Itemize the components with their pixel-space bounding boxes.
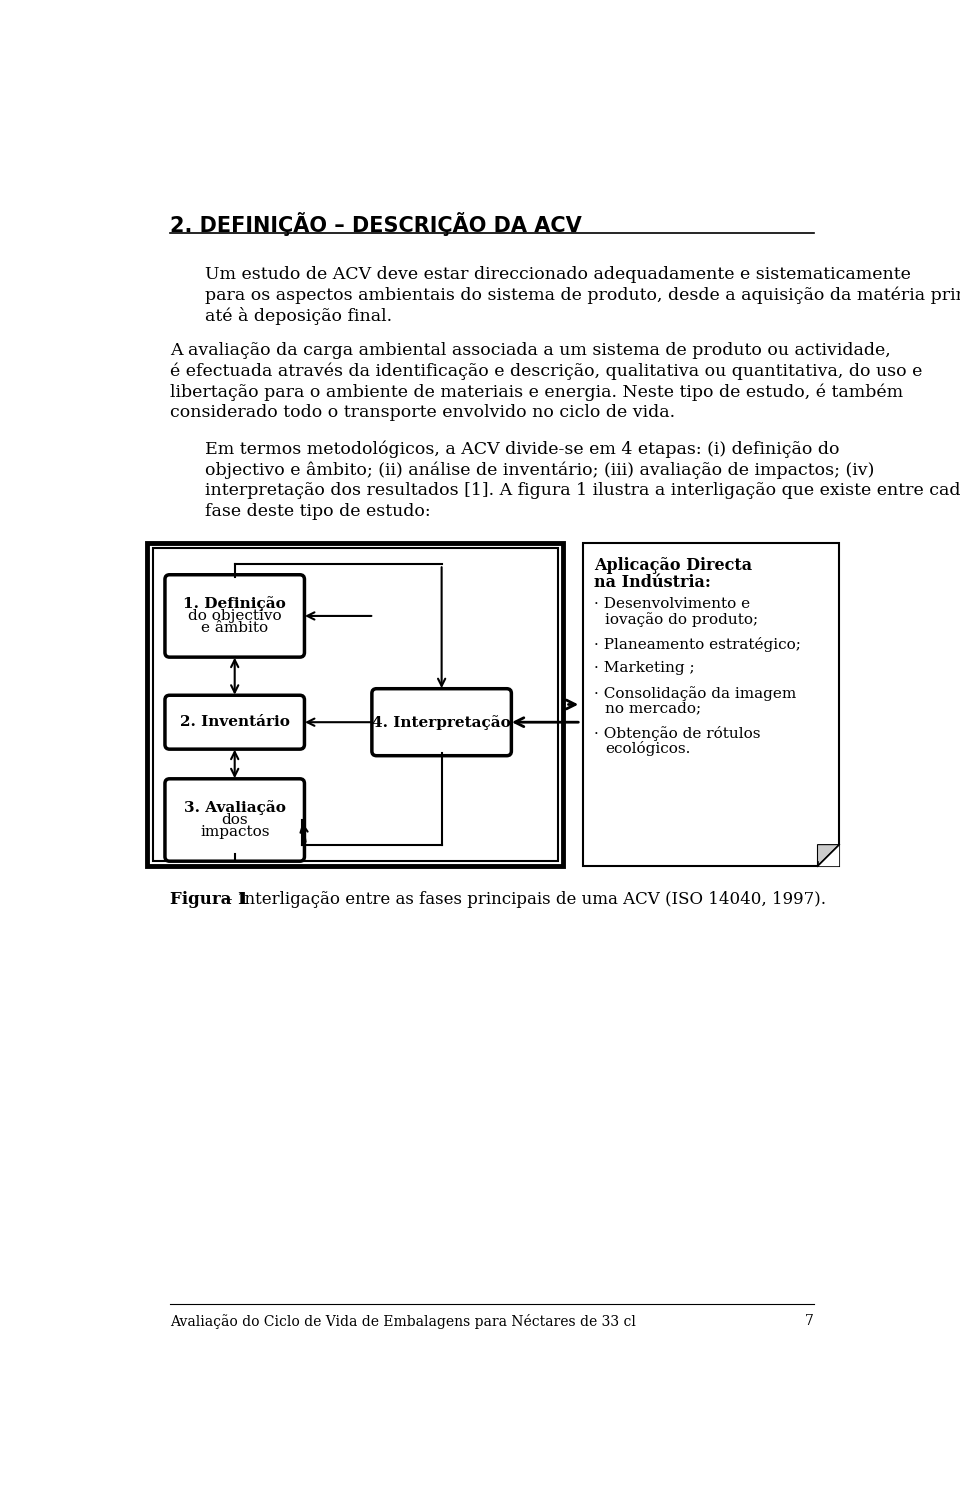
Text: Aplicação Directa: Aplicação Directa: [594, 557, 753, 573]
Text: até à deposição final.: até à deposição final.: [205, 308, 393, 326]
Text: 7: 7: [804, 1315, 814, 1328]
FancyBboxPatch shape: [165, 575, 304, 657]
Text: libertação para o ambiente de materiais e energia. Neste tipo de estudo, é també: libertação para o ambiente de materiais …: [170, 383, 903, 401]
Text: para os aspectos ambientais do sistema de produto, desde a aquisição da matéria : para os aspectos ambientais do sistema d…: [205, 287, 960, 303]
Text: · Desenvolvimento e: · Desenvolvimento e: [594, 597, 751, 611]
Text: · Planeamento estratégico;: · Planeamento estratégico;: [594, 636, 802, 651]
Text: 3. Avaliação: 3. Avaliação: [183, 800, 286, 815]
Text: é efectuada através da identificação e descrição, qualitativa ou quantitativa, d: é efectuada através da identificação e d…: [170, 363, 923, 380]
Polygon shape: [818, 845, 839, 866]
Text: Um estudo de ACV deve estar direccionado adequadamente e sistematicamente: Um estudo de ACV deve estar direccionado…: [205, 266, 911, 282]
Text: no mercado;: no mercado;: [605, 701, 701, 716]
Text: iovação do produto;: iovação do produto;: [605, 612, 758, 627]
Text: A avaliação da carga ambiental associada a um sistema de produto ou actividade,: A avaliação da carga ambiental associada…: [170, 342, 891, 359]
Text: 4. Interpretação: 4. Interpretação: [372, 714, 511, 729]
Text: interpretação dos resultados [1]. A figura 1 ilustra a interligação que existe e: interpretação dos resultados [1]. A figu…: [205, 482, 960, 498]
Text: · Obtenção de rótulos: · Obtenção de rótulos: [594, 726, 760, 741]
Polygon shape: [818, 845, 839, 866]
Text: Em termos metodológicos, a ACV divide-se em 4 etapas: (i) definição do: Em termos metodológicos, a ACV divide-se…: [205, 440, 840, 458]
FancyBboxPatch shape: [165, 695, 304, 749]
Bar: [584, 543, 839, 866]
Text: ecológicos.: ecológicos.: [605, 741, 690, 757]
Text: 2. DEFINIÇÃO – DESCRIÇÃO DA ACV: 2. DEFINIÇÃO – DESCRIÇÃO DA ACV: [170, 212, 582, 236]
Bar: [147, 543, 564, 866]
Text: do objectivo: do objectivo: [188, 609, 281, 623]
Text: 1. Definição: 1. Definição: [183, 596, 286, 611]
Text: Avaliação do Ciclo de Vida de Embalagens para Néctares de 33 cl: Avaliação do Ciclo de Vida de Embalagens…: [170, 1315, 636, 1330]
Text: · Consolidação da imagem: · Consolidação da imagem: [594, 686, 797, 701]
Text: objectivo e âmbito; (ii) análise de inventário; (iii) avaliação de impactos; (iv: objectivo e âmbito; (ii) análise de inve…: [205, 461, 875, 479]
Text: – Interligação entre as fases principais de uma ACV (ISO 14040, 1997).: – Interligação entre as fases principais…: [219, 890, 826, 908]
Text: na Indústria:: na Indústria:: [594, 573, 711, 590]
Text: fase deste tipo de estudo:: fase deste tipo de estudo:: [205, 503, 431, 519]
FancyBboxPatch shape: [165, 779, 304, 862]
Text: considerado todo o transporte envolvido no ciclo de vida.: considerado todo o transporte envolvido …: [170, 404, 676, 422]
Text: dos: dos: [222, 814, 248, 827]
Text: Figura 1: Figura 1: [170, 890, 250, 908]
Text: impactos: impactos: [200, 826, 270, 839]
Text: · Marketing ;: · Marketing ;: [594, 662, 695, 675]
Text: 2. Inventário: 2. Inventário: [180, 714, 290, 729]
Bar: [153, 548, 558, 860]
FancyBboxPatch shape: [372, 689, 512, 755]
Text: e âmbito: e âmbito: [202, 621, 268, 635]
